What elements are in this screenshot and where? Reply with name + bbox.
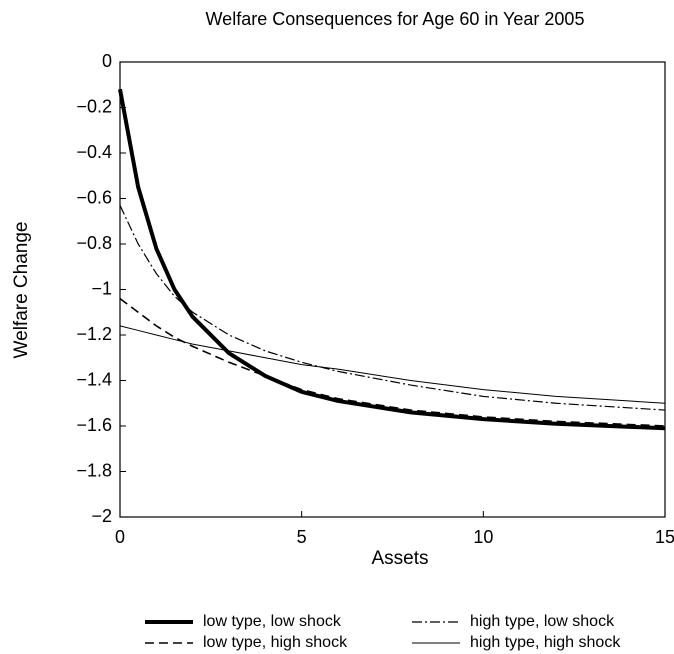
y-tick-label: −1.4 [76, 369, 112, 389]
chart-title: Welfare Consequences for Age 60 in Year … [206, 9, 585, 29]
y-tick-label: −1.2 [76, 324, 112, 344]
series-line [118, 88, 666, 431]
y-tick-label: −0.2 [76, 96, 112, 116]
legend-label: high type, low shock [470, 613, 615, 630]
x-tick-label: 0 [115, 527, 125, 547]
y-tick-label: −0.6 [76, 187, 112, 207]
y-axis-label: Welfare Change [11, 222, 32, 359]
plot-frame [119, 61, 666, 518]
y-tick-label: −1 [91, 278, 112, 298]
x-axis-label: Assets [371, 548, 428, 569]
series-line [119, 205, 666, 411]
y-tick-label: −0.4 [76, 142, 112, 162]
x-tick-label: 10 [473, 527, 493, 547]
x-tick-label: 5 [297, 527, 307, 547]
legend-label: low type, low shock [203, 613, 342, 630]
legend-label: high type, high shock [470, 634, 621, 651]
y-tick-label: −1.6 [76, 415, 112, 435]
y-tick-label: −0.8 [76, 233, 112, 253]
y-tick-label: −1.8 [76, 460, 112, 480]
y-tick-label: 0 [102, 51, 112, 71]
legend-label: low type, high shock [203, 634, 348, 651]
x-tick-label: 15 [655, 527, 674, 547]
y-tick-label: −2 [91, 506, 112, 526]
series-line [119, 325, 666, 404]
series-line [119, 297, 666, 427]
